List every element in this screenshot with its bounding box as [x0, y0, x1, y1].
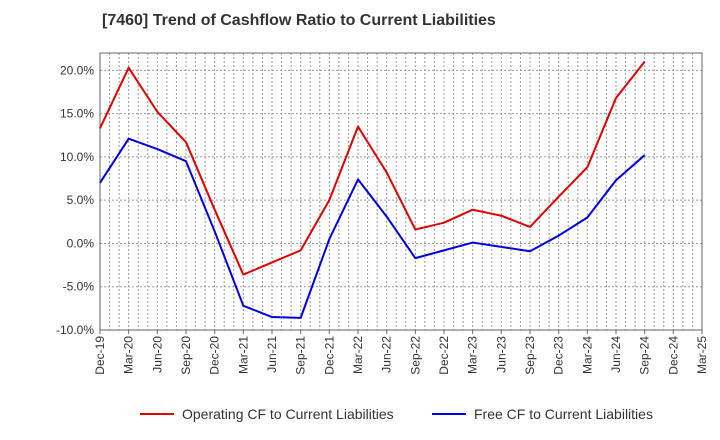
x-tick-label: Mar-20: [122, 336, 136, 374]
x-tick-label: Dec-24: [666, 336, 680, 375]
x-tick-label: Mar-22: [351, 336, 365, 374]
x-tick-label: Dec-20: [208, 336, 222, 375]
x-tick-label: Sep-23: [523, 336, 537, 375]
x-tick-label: Dec-22: [437, 336, 451, 375]
x-tick-label: Mar-23: [466, 336, 480, 374]
x-tick-label: Jun-20: [150, 336, 164, 373]
chart-title: [7460] Trend of Cashflow Ratio to Curren…: [102, 12, 496, 29]
y-tick-label: 5.0%: [67, 193, 95, 207]
plot-border: [99, 52, 703, 331]
x-tick-label: Mar-25: [695, 336, 709, 374]
series-line-0: [99, 61, 646, 276]
x-tick-label: Mar-24: [580, 336, 594, 374]
x-tick-label: Jun-21: [265, 336, 279, 373]
y-tick-label: 0.0%: [67, 236, 95, 250]
x-tick-label: Sep-22: [408, 336, 422, 375]
x-tick-label: Jun-22: [380, 336, 394, 373]
x-tick-label: Dec-23: [552, 336, 566, 375]
y-tick-label: -10.0%: [56, 323, 94, 337]
y-tick-label: 15.0%: [60, 107, 94, 121]
x-tick-label: Sep-24: [638, 336, 652, 375]
x-tick-label: Dec-19: [93, 336, 107, 375]
y-tick-label: -5.0%: [63, 280, 95, 294]
x-tick-label: Dec-21: [322, 336, 336, 375]
x-tick-label: Jun-24: [609, 336, 623, 373]
y-tick-label: 10.0%: [60, 150, 94, 164]
legend-label-1: Free CF to Current Liabilities: [474, 406, 653, 422]
legend-label-0: Operating CF to Current Liabilities: [182, 406, 394, 422]
x-tick-label: Mar-21: [236, 336, 250, 374]
series-line-1: [99, 137, 646, 319]
plot-area: [100, 53, 702, 330]
x-tick-label: Jun-23: [494, 336, 508, 373]
x-tick-label: Sep-20: [179, 336, 193, 375]
y-tick-label: 20.0%: [60, 63, 94, 77]
x-tick-label: Sep-21: [294, 336, 308, 375]
